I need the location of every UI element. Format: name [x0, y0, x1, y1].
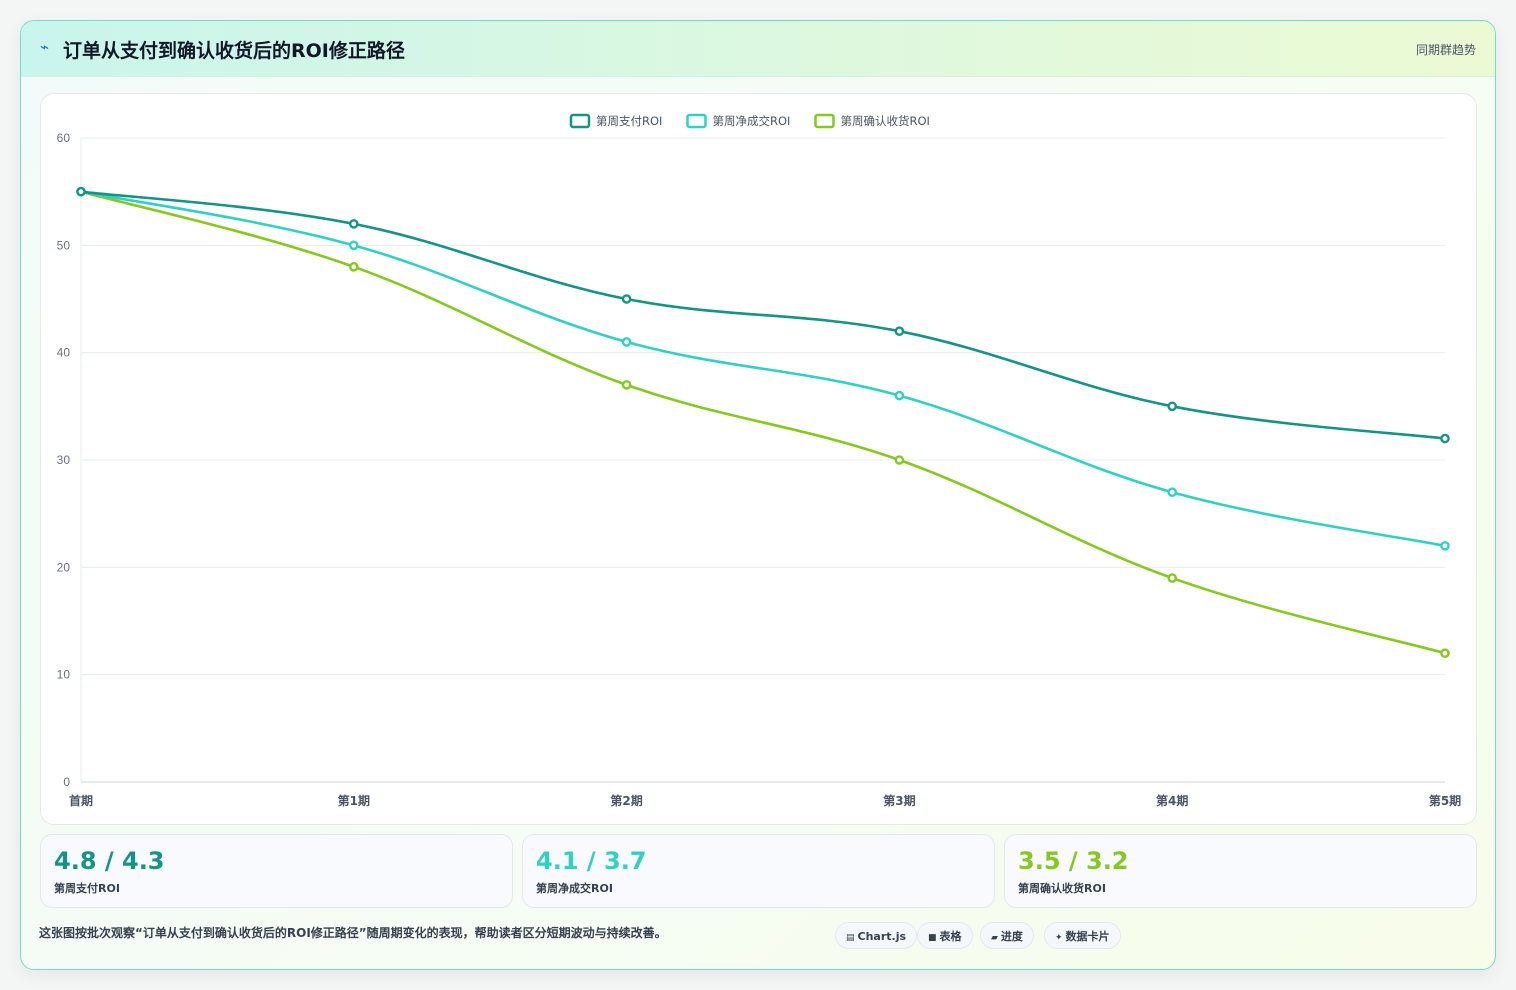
data-point: [1440, 541, 1450, 551]
pill-label: 进度: [1000, 930, 1023, 943]
data-point: [621, 337, 632, 347]
page-title: 订单从支付到确认收货后的ROI修正路径: [63, 40, 405, 62]
footer-note: 这张图按批次观察“订单从支付到确认收货后的ROI修正路径”随周期变化的表现，帮助…: [39, 926, 667, 940]
data-point: [621, 380, 632, 390]
legend-swatch: [569, 113, 591, 129]
y-tick-label: 20: [57, 560, 71, 574]
series-line: [80, 190, 1446, 655]
series-line: [80, 190, 1446, 440]
y-tick-label: 50: [57, 238, 71, 252]
stat-card-confirmed: 3.5 / 3.2 第周确认收货ROI: [1004, 834, 1477, 908]
series-line: [80, 190, 1446, 548]
pill-label: 表格: [939, 930, 962, 943]
data-point: [348, 261, 359, 272]
stat-value: 4.1 / 3.7: [536, 847, 647, 875]
stat-label: 第周净成交ROI: [536, 882, 613, 895]
stat-label: 第周确认收货ROI: [1018, 882, 1106, 895]
stat-value: 4.8 / 4.3: [54, 847, 165, 875]
data-point: [1440, 433, 1450, 444]
data-point: [1167, 487, 1177, 498]
table-pill[interactable]: ■ 表格: [917, 922, 973, 949]
x-tick-label: 第2期: [610, 793, 642, 808]
x-tick-label: 首期: [69, 793, 93, 808]
chart-icon: ▤: [846, 933, 855, 943]
header-tag: 同期群趋势: [1415, 43, 1476, 57]
legend-swatch: [814, 113, 835, 129]
x-tick-label: 第5期: [1429, 793, 1461, 808]
stat-value: 3.5 / 3.2: [1018, 847, 1129, 875]
card-header: ⌁ 订单从支付到确认收货后的ROI修正路径 同期群趋势: [21, 21, 1495, 77]
line-chart: 0 10 20 30 40 50 60 首期 第1期 第2期 第3期 第4期 第5期 第周支付ROI 第周净…: [57, 113, 1461, 808]
data-point: [348, 240, 359, 251]
data-point: [348, 219, 359, 229]
pill-label: Chart.js: [857, 930, 907, 943]
stat-card-payment: 4.8 / 4.3 第周支付ROI: [40, 834, 513, 908]
legend-label: 第周确认收货ROI: [841, 114, 930, 128]
data-point: [1167, 573, 1177, 583]
y-tick-label: 10: [57, 668, 71, 682]
data-point: [894, 390, 905, 401]
data-point: [76, 186, 86, 197]
data-point: [1167, 401, 1177, 412]
pill-label: 数据卡片: [1065, 930, 1110, 943]
y-tick-label: 40: [57, 346, 71, 360]
legend-label: 第周净成交ROI: [713, 114, 791, 128]
stat-card-net: 4.1 / 3.7 第周净成交ROI: [522, 834, 995, 908]
y-tick-label: 60: [57, 131, 71, 145]
table-icon: ■: [928, 933, 937, 943]
x-tick-label: 第1期: [338, 793, 370, 808]
y-tick-label: 0: [63, 775, 70, 789]
progress-icon: ▰: [991, 933, 998, 943]
legend-label: 第周支付ROI: [596, 114, 662, 128]
chart-panel: 0 10 20 30 40 50 60 首期 第1期 第2期 第3期 第4期 第5期 第周支付ROI 第周净…: [40, 93, 1477, 825]
chart-card: ⌁ 订单从支付到确认收货后的ROI修正路径 同期群趋势 0 10 20 30 40 50 6…: [20, 20, 1496, 970]
data-point: [621, 294, 632, 304]
legend-swatch: [686, 113, 707, 129]
data-point: [894, 326, 905, 336]
x-tick-label: 第4期: [1156, 793, 1188, 808]
data-point: [894, 455, 905, 465]
data-point: [1440, 648, 1450, 659]
y-tick-label: 30: [57, 453, 71, 467]
stat-label: 第周支付ROI: [54, 882, 120, 895]
sparkle-icon: ✦: [1055, 933, 1063, 943]
lightning-icon: ⌁: [40, 38, 50, 56]
x-tick-label: 第3期: [883, 793, 915, 808]
progress-pill[interactable]: ▰ 进度: [980, 922, 1034, 949]
data-card-pill[interactable]: ✦ 数据卡片: [1044, 922, 1121, 949]
chartjs-pill[interactable]: ▤ Chart.js: [835, 922, 918, 949]
